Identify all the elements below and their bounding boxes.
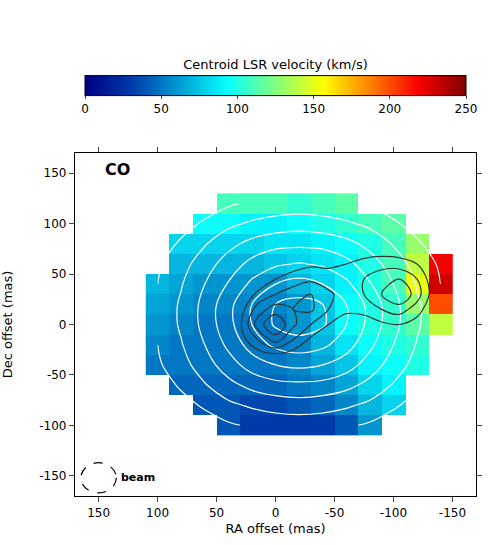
svg-text:0: 0 (272, 506, 280, 520)
svg-text:0: 0 (59, 318, 67, 332)
svg-text:-100: -100 (39, 419, 66, 433)
svg-text:100: 100 (44, 217, 67, 231)
svg-text:100: 100 (226, 102, 249, 116)
svg-text:RA offset (mas): RA offset (mas) (226, 521, 326, 536)
svg-text:150: 150 (44, 166, 67, 180)
svg-text:Dec offset (mas): Dec offset (mas) (0, 271, 15, 379)
svg-text:-50: -50 (325, 506, 345, 520)
svg-text:250: 250 (455, 102, 478, 116)
svg-text:CO: CO (105, 160, 130, 179)
svg-text:-100: -100 (380, 506, 407, 520)
svg-text:150: 150 (302, 102, 325, 116)
svg-text:100: 100 (146, 506, 169, 520)
svg-text:50: 50 (51, 267, 66, 281)
svg-text:beam: beam (121, 471, 155, 484)
svg-text:150: 150 (87, 506, 110, 520)
svg-text:200: 200 (378, 102, 401, 116)
svg-text:0: 0 (81, 102, 89, 116)
svg-text:50: 50 (209, 506, 224, 520)
svg-text:50: 50 (154, 102, 169, 116)
svg-text:Centroid LSR velocity (km/s): Centroid LSR velocity (km/s) (183, 57, 368, 72)
svg-text:-150: -150 (39, 469, 66, 483)
svg-text:-50: -50 (47, 368, 67, 382)
svg-text:-150: -150 (439, 506, 466, 520)
